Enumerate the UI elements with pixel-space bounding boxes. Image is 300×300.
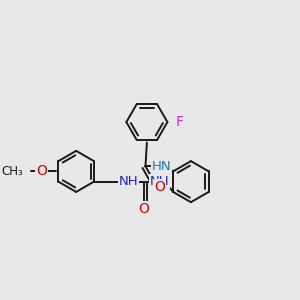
- Text: F: F: [176, 115, 184, 129]
- Text: NH: NH: [150, 175, 169, 188]
- Text: O: O: [138, 202, 149, 216]
- Text: O: O: [36, 164, 47, 178]
- Text: O: O: [154, 180, 165, 194]
- Text: HN: HN: [151, 160, 171, 173]
- Text: NH: NH: [118, 175, 138, 188]
- Text: CH₃: CH₃: [1, 165, 23, 178]
